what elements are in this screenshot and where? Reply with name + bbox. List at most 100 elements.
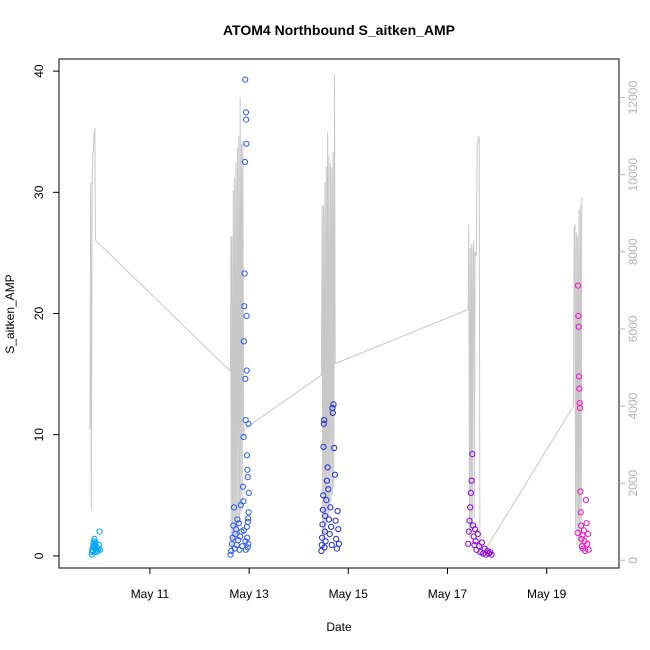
data-point-series-4 [465, 528, 472, 535]
data-point-series-2 [244, 534, 251, 541]
y-axis: 0 10 20 30 40 [32, 64, 59, 559]
data-point-series-2 [241, 270, 248, 277]
data-point-series-3 [319, 534, 326, 541]
data-point-series-2 [240, 338, 247, 345]
data-point-series-5 [584, 540, 591, 547]
data-point-series-3 [320, 492, 327, 499]
data-point-series-5 [575, 312, 582, 319]
data-point-series-5 [582, 497, 590, 504]
data-point-series-3 [322, 512, 329, 520]
data-point-series-3 [321, 544, 328, 551]
y2-tick-label: 12000 [626, 81, 640, 115]
data-point-series-4 [466, 517, 473, 524]
data-point-series-5 [584, 531, 592, 538]
data-point-series-4 [467, 504, 474, 511]
data-point-series-3 [321, 417, 328, 424]
data-point-series-3 [327, 504, 334, 511]
overlay-line-layer [89, 74, 583, 558]
data-point-series-4 [469, 451, 476, 458]
data-point-series-5 [575, 373, 583, 380]
data-point-series-4 [474, 531, 481, 538]
data-point-series-2 [245, 509, 252, 516]
data-point-series-3 [330, 401, 337, 408]
data-point-series-3 [328, 523, 335, 530]
y-tick-label: 30 [32, 185, 46, 199]
y2-tick-label: 0 [626, 557, 640, 564]
data-point-series-1 [96, 546, 104, 553]
data-point-series-1 [95, 545, 102, 552]
y2-tick-label: 6000 [626, 315, 640, 342]
data-point-series-2 [232, 526, 240, 533]
data-point-series-2 [241, 303, 248, 310]
right-y-axis: 0 2000 4000 6000 8000 10000 12000 [619, 81, 640, 564]
data-point-series-1 [96, 528, 103, 535]
chart-title: ATOM4 Northbound S_aitken_AMP [223, 22, 455, 38]
x-tick-label: May 11 [131, 587, 170, 601]
data-point-series-2 [244, 474, 251, 481]
data-point-series-2 [245, 540, 252, 547]
data-point-series-5 [582, 547, 589, 555]
data-point-series-5 [578, 522, 585, 529]
data-point-series-4 [467, 489, 474, 496]
data-point-series-2 [243, 116, 250, 123]
y-tick-label: 40 [32, 64, 46, 78]
data-point-series-3 [322, 538, 329, 545]
y-tick-label: 20 [32, 307, 46, 321]
data-point-series-3 [319, 521, 326, 528]
data-point-series-2 [241, 158, 249, 166]
data-point-series-1 [91, 535, 98, 543]
data-point-series-2 [245, 420, 252, 427]
data-point-series-3 [333, 535, 340, 543]
x-axis: May 11 May 13 May 15 May 17 May 19 [131, 568, 567, 601]
data-point-series-2 [240, 527, 247, 534]
data-point-series-5 [577, 404, 584, 412]
data-point-series-5 [580, 527, 588, 534]
points-layer [88, 76, 592, 558]
data-point-series-2 [243, 367, 250, 374]
data-point-series-3 [334, 507, 341, 515]
y2-tick-label: 4000 [626, 392, 640, 419]
data-point-series-2 [242, 76, 249, 83]
data-point-series-3 [331, 471, 338, 478]
data-point-series-2 [230, 504, 238, 511]
data-point-series-2 [244, 544, 251, 551]
data-point-series-3 [323, 477, 330, 484]
data-point-series-2 [244, 466, 251, 473]
data-point-series-2 [240, 498, 247, 505]
y2-tick-label: 2000 [626, 469, 640, 496]
data-point-series-2 [243, 452, 251, 459]
data-point-series-5 [577, 488, 584, 495]
data-point-series-5 [585, 546, 592, 553]
data-point-series-3 [332, 517, 339, 524]
x-tick-label: May 13 [229, 587, 269, 601]
data-point-series-4 [478, 539, 485, 546]
data-point-series-4 [485, 550, 492, 557]
x-axis-label: Date [326, 620, 352, 634]
y2-tick-label: 8000 [626, 238, 640, 265]
data-point-series-2 [227, 551, 234, 558]
y-tick-label: 0 [32, 552, 46, 559]
data-point-series-4 [465, 540, 472, 547]
data-point-series-2 [234, 516, 241, 523]
data-point-series-3 [321, 528, 328, 535]
data-point-series-2 [235, 520, 242, 527]
data-point-series-4 [471, 526, 479, 533]
data-point-series-3 [329, 409, 336, 416]
data-point-series-5 [574, 529, 581, 537]
data-point-series-4 [468, 477, 475, 484]
data-point-series-3 [323, 497, 330, 504]
data-point-series-2 [242, 375, 249, 382]
plot-frame [58, 58, 620, 569]
data-point-series-3 [331, 444, 338, 452]
data-point-series-5 [575, 323, 582, 330]
data-point-series-3 [325, 516, 333, 523]
data-point-series-4 [472, 538, 479, 545]
data-point-series-3 [335, 526, 342, 533]
data-point-series-2 [239, 483, 246, 490]
data-point-series-2 [243, 140, 250, 147]
data-point-series-3 [320, 420, 327, 427]
data-point-series-5 [577, 509, 584, 516]
x-tick-label: May 17 [428, 587, 468, 601]
data-point-series-2 [243, 312, 250, 319]
